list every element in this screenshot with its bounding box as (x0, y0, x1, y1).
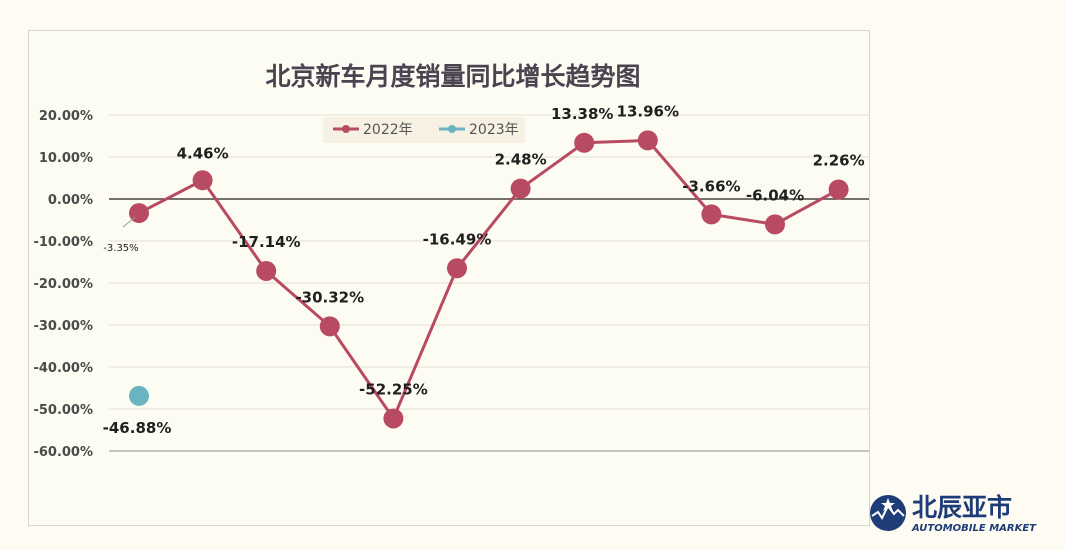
series: -3.35% 4.46% -17.14% -30.32% -52.25% -16.49% 2… (103, 102, 865, 437)
y-tick-label: -30.00% (33, 319, 93, 334)
legend-label-2023: 2023年 (469, 122, 519, 138)
data-point-2022 (447, 258, 467, 279)
logo-subtext: AUTOMOBILE MARKET (911, 523, 1037, 534)
logo-globe-icon (870, 495, 906, 531)
data-label-2022: -52.25% (359, 380, 428, 398)
data-label-2023: -46.88% (103, 419, 172, 437)
data-point-2022 (319, 316, 340, 337)
data-point-2022 (256, 260, 277, 281)
y-tick-label: -40.00% (33, 361, 93, 376)
legend: 2022年 2023年 (323, 117, 525, 143)
y-axis-ticks: 20.00% 10.00% 0.00% -10.00% -20.00% -30.00% -4… (33, 109, 93, 460)
data-label-2022: 2.48% (495, 151, 547, 169)
label-leader-line (122, 216, 136, 228)
legend-label-2022: 2022年 (363, 122, 413, 138)
y-tick-label: 20.00% (39, 109, 93, 124)
data-point-2022 (510, 178, 531, 199)
y-tick-label: -50.00% (33, 403, 93, 418)
data-point-2023 (129, 385, 149, 406)
data-point-2022 (701, 204, 722, 225)
chart: 北京新车月度销量同比增长趋势图 20.00% 10.00% 0.00% -10.00%… (33, 62, 869, 460)
data-label-2022: -6.04% (746, 186, 804, 204)
chart-title: 北京新车月度销量同比增长趋势图 (265, 62, 640, 91)
data-point-2022 (828, 179, 849, 200)
legend-marker-2022 (342, 125, 350, 133)
data-point-2022 (637, 130, 658, 151)
grid (109, 114, 869, 452)
logo-text: 北辰亚市 (912, 493, 1012, 522)
y-tick-label: -20.00% (33, 277, 93, 292)
data-label-2022: -16.49% (423, 230, 492, 248)
data-label-2022: -3.66% (682, 177, 740, 195)
chart-frame: 北京新车月度销量同比增长趋势图 20.00% 10.00% 0.00% -10.00%… (28, 30, 870, 526)
data-point-2022 (192, 170, 213, 191)
legend-marker-2023 (448, 125, 456, 133)
data-label-2022: 13.96% (617, 102, 679, 120)
series-line-2022 (138, 138, 840, 420)
brand-logo: 北辰亚市 AUTOMOBILE MARKET (870, 493, 1037, 534)
y-tick-label: -60.00% (33, 445, 93, 460)
data-label-2022: 13.38% (551, 105, 613, 123)
data-label-2022: -3.35% (103, 243, 138, 254)
data-label-2022: -30.32% (295, 288, 364, 306)
y-tick-label: 10.00% (39, 151, 93, 166)
y-tick-label: 0.00% (48, 193, 93, 208)
y-tick-label: -10.00% (33, 235, 93, 250)
data-label-2022: 4.46% (177, 144, 229, 162)
data-point-2022 (383, 408, 404, 429)
data-label-2022: -17.14% (232, 233, 301, 251)
data-point-2022 (765, 214, 785, 235)
data-label-2022: 2.26% (813, 152, 865, 170)
data-point-2022 (574, 132, 595, 153)
